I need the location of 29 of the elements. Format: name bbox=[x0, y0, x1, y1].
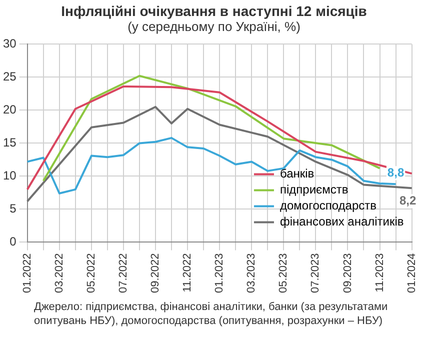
x-tick-label: 11.2023 bbox=[374, 253, 386, 292]
y-tick-label: 10 bbox=[2, 168, 17, 183]
x-tick-label: 05.2023 bbox=[278, 253, 290, 294]
y-tick-label: 5 bbox=[10, 202, 17, 216]
x-tick-label: 03.2022 bbox=[53, 253, 66, 294]
data-label: 8,2 bbox=[399, 193, 416, 208]
text: Джерело: підприємства, фінансові аналітики, банки (за результатами опитувань НБУ), домогосподарства (опитування, розрахунки – НБУ) bbox=[33, 300, 389, 328]
data-label: 8,8 bbox=[387, 165, 404, 180]
legend-label: банків bbox=[280, 166, 314, 181]
chart-title: Інфляційні очікування в наступні 12 місяців bbox=[60, 3, 368, 19]
x-tick-label: 09.2022 bbox=[150, 253, 162, 294]
x-tick-label: 07.2023 bbox=[310, 253, 322, 294]
x-tick-label: 11.2022 bbox=[182, 253, 194, 292]
y-tick-label: 25 bbox=[2, 70, 17, 84]
legend-label: домогосподарств bbox=[280, 198, 376, 213]
x-tick-label: 01.2023 bbox=[214, 253, 226, 294]
x-tick-label: 05.2022 bbox=[85, 253, 98, 294]
y-tick-label: 15 bbox=[2, 136, 17, 150]
y-tick-label: 30 bbox=[2, 36, 17, 51]
y-tick-label: 20 bbox=[2, 102, 17, 117]
x-tick-label: 01.2022 bbox=[21, 253, 34, 294]
legend-label: підприємств bbox=[280, 182, 348, 197]
y-tick-label: 0 bbox=[10, 234, 17, 249]
x-tick-label: 07.2022 bbox=[117, 253, 130, 294]
x-tick-label: 01.2024 bbox=[406, 253, 418, 294]
x-tick-label: 09.2023 bbox=[342, 253, 354, 294]
legend-label: фінансових аналітиків bbox=[280, 214, 404, 229]
x-tick-label: 03.2023 bbox=[246, 253, 258, 294]
chart-subtitle: (у середньому по Україні, %) bbox=[126, 19, 302, 34]
